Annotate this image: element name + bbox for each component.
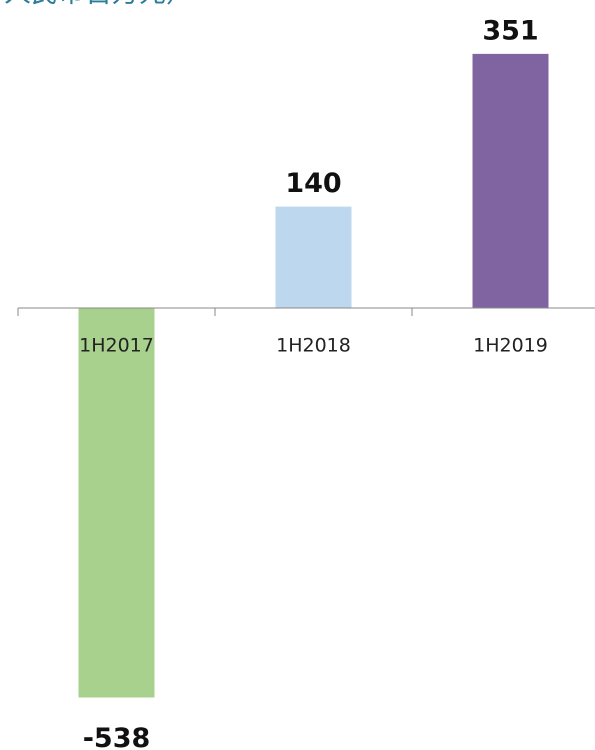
x-tick-label: 1H2018 [276, 335, 351, 357]
bar [275, 206, 352, 308]
bar [472, 53, 549, 308]
data-label: -538 [83, 723, 151, 750]
x-tick-label: 1H2017 [79, 335, 154, 357]
chart-title: 人民币百万元） [4, 0, 193, 9]
data-label: 140 [285, 168, 341, 199]
bar [78, 308, 155, 698]
x-tick-label: 1H2019 [473, 335, 548, 357]
data-label: 351 [482, 15, 538, 46]
